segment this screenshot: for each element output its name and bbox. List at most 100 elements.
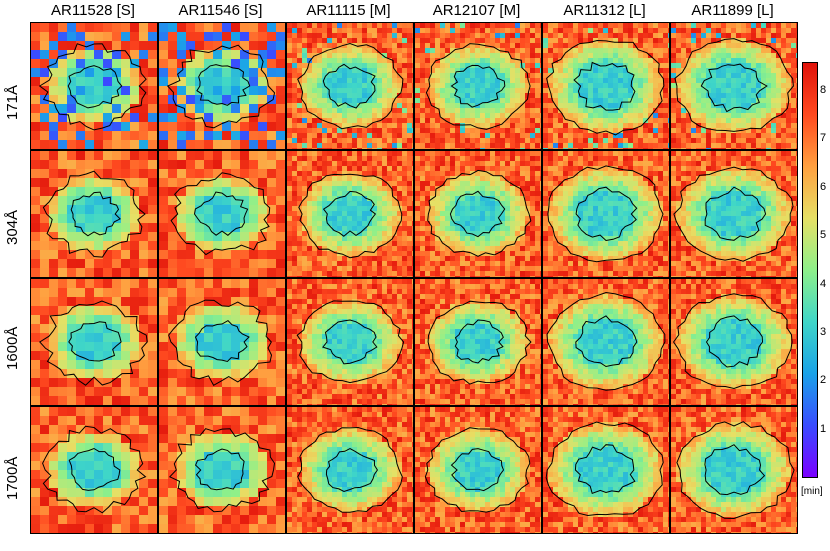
umbra-contour (194, 319, 250, 363)
map-panel (670, 22, 798, 150)
penumbra-contour (39, 300, 148, 386)
period-map (31, 23, 157, 149)
umbra-contour (322, 190, 377, 237)
map-panel (158, 150, 286, 278)
colorbar (802, 62, 818, 478)
period-map (671, 407, 797, 533)
colorbar-tick-label: 7 (820, 132, 827, 145)
period-map (287, 407, 413, 533)
map-panel (30, 406, 158, 534)
penumbra-contour (546, 291, 666, 391)
umbra-contour (68, 447, 121, 491)
umbra-contour (575, 186, 638, 242)
period-map (671, 151, 797, 277)
penumbra-contour (545, 421, 664, 517)
period-map (543, 23, 669, 149)
map-panel (670, 278, 798, 406)
umbra-contour (575, 315, 638, 368)
column-title: AR11312 [L] (563, 2, 646, 19)
umbra-contour (573, 61, 636, 111)
colorbar-unit-label: [min] (801, 486, 823, 497)
penumbra-contour (38, 43, 147, 131)
row-label: 304Å (4, 209, 21, 245)
period-map (415, 151, 541, 277)
period-map (31, 279, 157, 405)
colorbar-tick-label: 2 (820, 374, 827, 387)
map-panel (286, 406, 414, 534)
period-map (543, 151, 669, 277)
umbra-contour (450, 448, 505, 492)
map-panel (414, 278, 542, 406)
penumbra-contour (672, 293, 793, 390)
map-panel (286, 22, 414, 150)
map-panel (542, 150, 670, 278)
map-panel (158, 22, 286, 150)
umbra-contour (450, 64, 506, 108)
penumbra-contour (673, 166, 794, 262)
map-panel (30, 150, 158, 278)
umbra-contour (704, 186, 767, 241)
umbra-contour (193, 191, 249, 236)
map-panel (542, 22, 670, 150)
penumbra-contour (296, 300, 405, 384)
umbra-contour (67, 65, 123, 109)
penumbra-contour (427, 300, 532, 385)
column-title: AR11528 [S] (51, 2, 135, 19)
penumbra-contour (168, 428, 276, 513)
penumbra-contour (547, 165, 664, 263)
column-title: AR11115 [M] (306, 2, 391, 19)
penumbra-contour (674, 38, 794, 132)
period-map (543, 279, 669, 405)
penumbra-contour (42, 170, 146, 258)
map-panel (670, 150, 798, 278)
map-panel (542, 278, 670, 406)
map-panel (414, 150, 542, 278)
umbra-contour (68, 321, 122, 362)
umbra-contour (574, 444, 636, 495)
colorbar-tick-label: 8 (820, 84, 827, 97)
period-map (415, 407, 541, 533)
period-map (287, 279, 413, 405)
penumbra-contour (170, 172, 271, 256)
period-map (287, 151, 413, 277)
map-panel (286, 278, 414, 406)
map-panel (542, 406, 670, 534)
umbra-contour (705, 315, 764, 368)
umbra-contour (196, 64, 251, 106)
period-map (287, 23, 413, 149)
umbra-contour (700, 63, 768, 113)
period-map (31, 407, 157, 533)
penumbra-contour (676, 421, 795, 520)
umbra-contour (195, 448, 245, 491)
map-panel (30, 22, 158, 150)
penumbra-contour (424, 427, 531, 513)
umbra-contour (322, 63, 376, 109)
period-map (415, 23, 541, 149)
colorbar-tick-label: 4 (820, 277, 827, 290)
umbra-contour (449, 190, 506, 238)
period-map (543, 407, 669, 533)
period-map (159, 407, 285, 533)
umbra-contour (325, 448, 378, 493)
period-map (159, 279, 285, 405)
penumbra-contour (425, 43, 531, 130)
umbra-contour (322, 319, 378, 365)
umbra-contour (704, 444, 766, 496)
umbra-contour (454, 319, 504, 364)
umbra-contour (70, 191, 121, 237)
map-panel (158, 278, 286, 406)
colorbar-tick-label: 5 (820, 229, 827, 242)
map-panel (414, 406, 542, 534)
map-panel (286, 150, 414, 278)
penumbra-contour (546, 39, 665, 136)
row-label: 171Å (4, 84, 21, 120)
period-map (31, 151, 157, 277)
colorbar-tick-label: 1 (820, 422, 827, 435)
column-title: AR11899 [L] (691, 2, 774, 19)
map-panel (30, 278, 158, 406)
penumbra-contour (42, 425, 147, 514)
map-panel (414, 22, 542, 150)
period-map (671, 23, 797, 149)
penumbra-contour (166, 44, 276, 129)
period-map (415, 279, 541, 405)
